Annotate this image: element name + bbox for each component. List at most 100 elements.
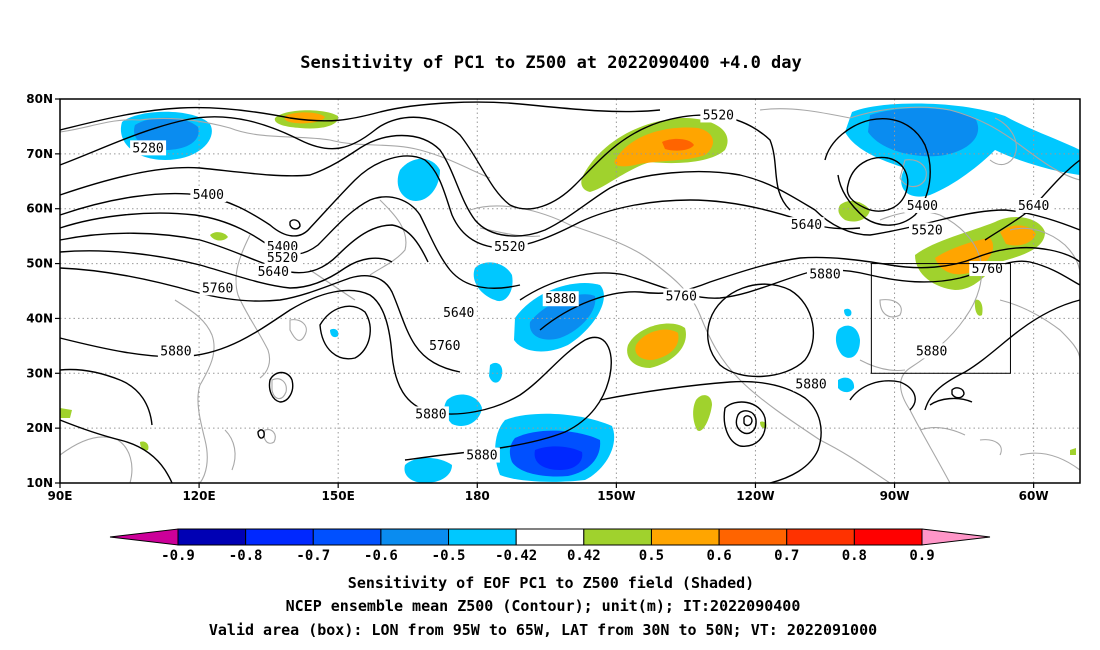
contour-line [824, 118, 931, 226]
coastline [979, 439, 1002, 456]
contour-line [846, 156, 909, 212]
contour-label: 5520 [911, 224, 942, 239]
contour-label: 5520 [703, 108, 734, 123]
contour-label: 5760 [972, 262, 1003, 277]
caption-line-contour: NCEP ensemble mean Z500 (Contour); unit(… [286, 597, 801, 615]
contour-label: 5640 [791, 218, 822, 233]
lon-tick-label: 60W [1019, 489, 1049, 503]
contour-label-background [909, 222, 945, 238]
colorbar-segment [786, 528, 855, 546]
lon-tick-label: 180 [465, 489, 490, 503]
negative-sensitivity-area [397, 158, 440, 201]
coastline [859, 359, 906, 372]
contour-label: 5280 [132, 141, 163, 156]
contour-label-background [807, 266, 843, 282]
contour-label-background [190, 187, 227, 202]
contour-label-background [255, 263, 292, 279]
contour-label-background [426, 337, 463, 353]
colorbar-segment [245, 528, 314, 546]
contour-label-background [969, 261, 1006, 277]
negative-sensitivity-area [835, 325, 860, 358]
contour-line [59, 196, 521, 289]
contour-line [59, 224, 429, 274]
latitude-axis: 80N 70N 60N 50N 40N 30N 20N 10N [26, 92, 60, 490]
colorbar-tick-label: 0.6 [706, 548, 731, 564]
coastline [1009, 227, 1081, 276]
coastline [59, 117, 491, 179]
contour-label-background [1015, 197, 1052, 213]
colorbar-tick-label: 0.7 [774, 548, 799, 564]
contour-label-background [440, 304, 477, 320]
contour-label-background [663, 288, 700, 304]
colorbar-segment [312, 528, 382, 546]
contour-line [59, 155, 861, 249]
lat-tick-label: 10N [26, 476, 53, 490]
contour-label-background [491, 239, 528, 255]
contour-label: 5880 [545, 292, 576, 307]
contour-line [707, 283, 815, 378]
colorbar-tick-label: 0.9 [909, 548, 934, 564]
negative-sensitivity-area [838, 377, 855, 393]
contour-label-background [157, 343, 194, 359]
positive-sensitivity-area [693, 395, 712, 431]
negative-sensitivity-area [489, 362, 503, 383]
contour-label: 5640 [258, 265, 289, 280]
lon-tick-label: 150W [597, 489, 635, 503]
colorbar-segment [515, 528, 585, 546]
colorbar-extend-low [109, 528, 179, 546]
contour-label: 5640 [1018, 199, 1049, 214]
positive-sensitivity-core [614, 127, 714, 167]
positive-sensitivity-area [1070, 448, 1076, 455]
longitude-axis: 90E 120E 150E 180 150W 120W 90W 60W [48, 483, 1049, 503]
colorbar-tick-label: 0.5 [639, 548, 664, 564]
contour-labels: 5280540054005520564057605880552056405760… [130, 107, 1052, 464]
positive-sensitivity-area [60, 408, 72, 418]
contour-line [924, 299, 1081, 411]
contour-line [735, 410, 757, 435]
colorbar: -0.9 -0.8 -0.7 -0.6 -0.5 -0.42 0.42 0.5 0.6 0.7 0.… [109, 528, 991, 564]
contour-label: 5880 [160, 344, 191, 359]
contour-line [319, 305, 371, 360]
contour-label: 5760 [202, 281, 233, 296]
lon-tick-label: 90W [880, 489, 910, 503]
lon-tick-label: 120E [182, 489, 215, 503]
lon-tick-label: 150E [322, 489, 355, 503]
contour-label: 5520 [267, 251, 298, 266]
coastline [271, 378, 287, 400]
positive-sensitivity-area [974, 299, 983, 316]
lat-tick-label: 40N [26, 311, 53, 325]
coastline [999, 299, 1081, 361]
colorbar-tick-label: -0.42 [495, 548, 537, 564]
contour-line [849, 380, 916, 411]
coastline [369, 199, 407, 276]
contour-label: 5760 [666, 289, 697, 304]
lat-tick-label: 20N [26, 421, 53, 435]
contour-line [289, 219, 301, 230]
contour-label: 5880 [795, 377, 826, 392]
figure-title: Sensitivity of PC1 to Z500 at 2022090400… [300, 53, 802, 73]
lat-tick-label: 60N [26, 202, 53, 216]
colorbar-tick-label: -0.6 [364, 548, 398, 564]
colorbar-segment [380, 528, 450, 546]
colorbar-segment [853, 528, 923, 546]
contour-line [59, 250, 393, 289]
contour-line [59, 289, 612, 461]
colorbar-segment [448, 528, 517, 546]
contour-line [59, 101, 661, 131]
lat-tick-label: 80N [26, 92, 53, 106]
colorbar-segment [177, 528, 247, 546]
contour-label-background [463, 447, 500, 463]
contour-label-background [913, 343, 950, 359]
positive-sensitivity-core [635, 329, 679, 360]
colorbar-tick-label: 0.8 [842, 548, 867, 564]
contour-label-background [199, 280, 236, 296]
contour-label: 5760 [429, 339, 460, 354]
contour-label: 5640 [443, 306, 474, 321]
contour-label: 5880 [809, 268, 840, 283]
colorbar-extend-high [921, 528, 991, 546]
contour-line [951, 387, 965, 399]
colorbar-tick-label: 0.42 [567, 548, 601, 564]
caption-line-valid-area: Valid area (box): LON from 95W to 65W, L… [209, 621, 877, 639]
contour-label: 5880 [415, 407, 446, 422]
